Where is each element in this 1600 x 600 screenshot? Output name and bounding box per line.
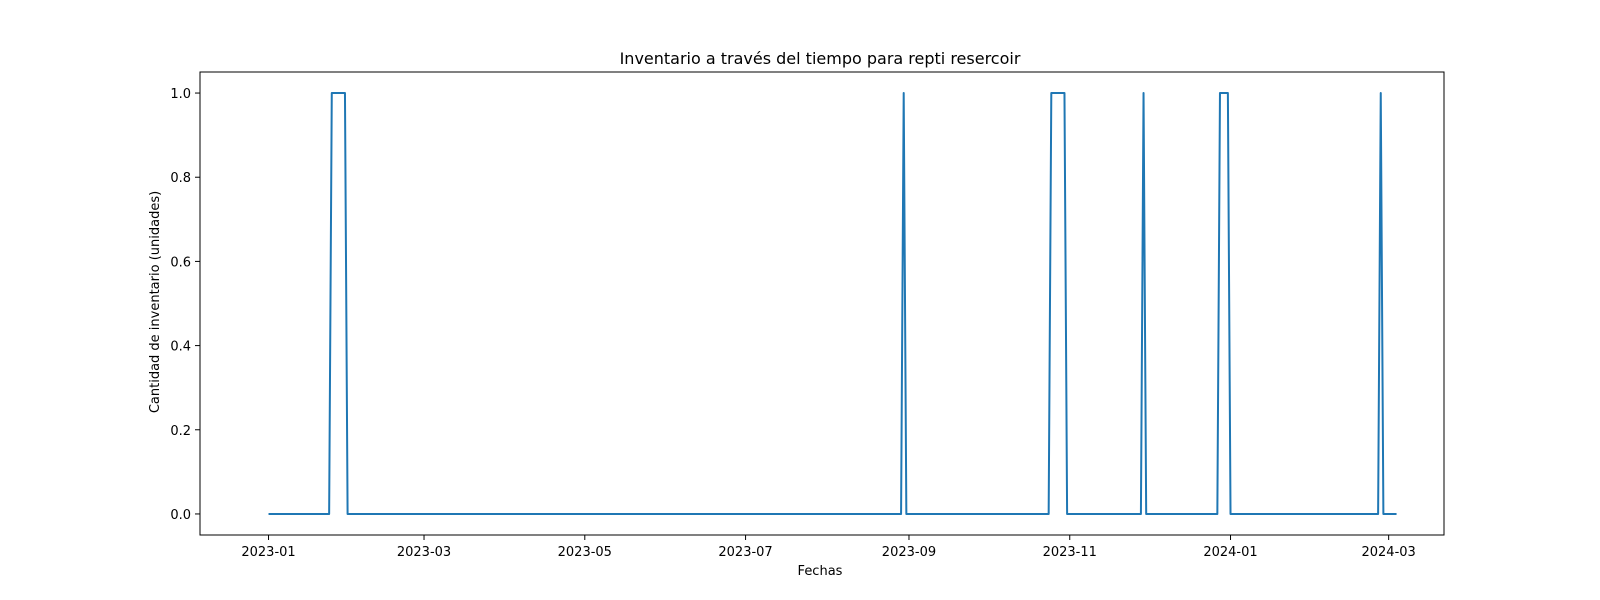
y-axis-label: Cantidad de inventario (unidades): [148, 191, 163, 413]
y-tick-label: 0.2: [170, 424, 191, 439]
y-tick-label: 0.0: [170, 508, 191, 523]
y-tick-label: 1.0: [170, 87, 191, 102]
x-tick-label: 2024-01: [1203, 545, 1257, 560]
chart-title: Inventario a través del tiempo para rept…: [620, 49, 1021, 68]
x-axis-label: Fechas: [798, 564, 843, 579]
y-tick-label: 0.4: [170, 340, 191, 355]
plot-area: 2023-01 2023-03 2023-05 2023-07 2023-09 2023-…: [170, 71, 1445, 560]
x-tick-label: 2023-09: [882, 545, 936, 560]
x-tick-label: 2023-07: [718, 545, 772, 560]
x-tick-label: 2023-11: [1043, 545, 1097, 560]
series-line-0: [268, 92, 1397, 515]
y-tick-label: 0.8: [170, 171, 191, 186]
y-tick-label: 0.6: [170, 255, 191, 270]
x-tick-label: 2024-03: [1361, 545, 1415, 560]
x-tick-label: 2023-03: [397, 545, 451, 560]
plot-frame: [199, 71, 1445, 536]
x-tick-label: 2023-05: [558, 545, 612, 560]
x-tick-label: 2023-01: [241, 545, 295, 560]
